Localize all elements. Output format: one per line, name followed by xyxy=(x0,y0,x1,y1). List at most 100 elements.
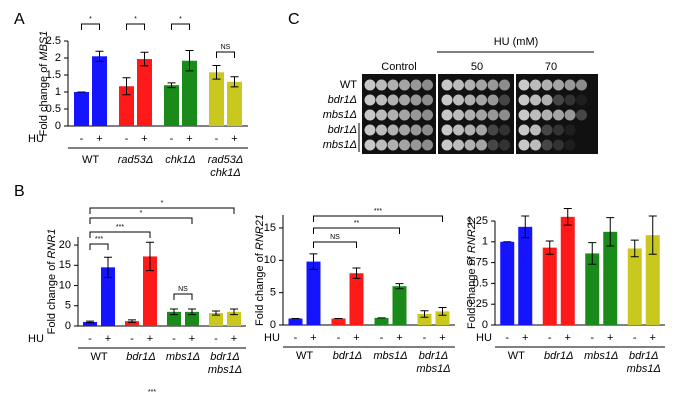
colony-spot xyxy=(553,94,564,106)
y-tick-label: 0.75 xyxy=(467,257,488,269)
colony-spot xyxy=(518,94,530,106)
annotation: NS xyxy=(178,286,188,293)
significance-bracket xyxy=(313,227,400,234)
group-label: mbs1Δ xyxy=(373,350,407,362)
colony-spot xyxy=(476,79,487,91)
colony-spot xyxy=(387,124,399,136)
strain-label: bdr1Δ xyxy=(328,124,357,136)
annotation: *** xyxy=(374,208,382,215)
y-tick-label: 1.5 xyxy=(46,69,61,81)
y-axis-label-part: Fold change of xyxy=(38,61,50,137)
x-tick-label: - xyxy=(548,332,552,344)
colony-spot xyxy=(564,109,576,121)
annotation: *** xyxy=(116,224,124,231)
strain-label: WT xyxy=(340,79,357,91)
bar xyxy=(288,318,303,325)
y-tick-label: 0 xyxy=(482,319,488,331)
bar xyxy=(119,86,134,126)
group-label: WT xyxy=(90,351,107,363)
colony-spot xyxy=(564,139,576,151)
strain-label: mbs1Δ xyxy=(323,109,357,121)
significance-bracket xyxy=(313,241,357,248)
group-label: mbs1Δ xyxy=(208,364,242,376)
y-tick-label: 1 xyxy=(55,86,61,98)
annotation: * xyxy=(140,210,143,217)
annotation: *** xyxy=(95,236,103,243)
colony-spot xyxy=(453,94,464,106)
colony-spot xyxy=(387,139,399,151)
x-tick-label: + xyxy=(231,333,237,345)
bar xyxy=(306,261,321,325)
y-tick-label: 1 xyxy=(482,236,488,248)
bar xyxy=(331,318,346,325)
bar xyxy=(374,317,389,325)
colony-spot xyxy=(453,139,464,151)
y-tick-label: 2 xyxy=(55,52,61,64)
y-tick-label: 0 xyxy=(55,120,61,132)
bar xyxy=(392,286,407,325)
colony-spot xyxy=(541,94,553,106)
colony-spot xyxy=(464,94,476,106)
bar xyxy=(143,256,157,326)
colony-spot xyxy=(364,139,376,151)
x-tick-label: - xyxy=(423,332,427,344)
x-tick-label: + xyxy=(650,332,656,344)
error-bar xyxy=(188,308,196,316)
group-label: bdr1Δ xyxy=(419,350,448,362)
colony-spot xyxy=(499,109,510,121)
bar xyxy=(74,92,89,126)
colony-spot xyxy=(464,139,476,151)
error-bar xyxy=(122,77,131,96)
colony-spot xyxy=(530,94,541,106)
colony-spot xyxy=(576,109,587,121)
colony-spot xyxy=(422,94,433,106)
x-tick-label: + xyxy=(96,133,102,145)
annotation: *** xyxy=(148,389,156,396)
x-tick-label: - xyxy=(590,332,594,344)
bar xyxy=(645,235,660,325)
x-tick-label: + xyxy=(522,332,528,344)
colony-spot xyxy=(376,94,387,106)
bar xyxy=(83,321,97,326)
colony-spot xyxy=(441,79,453,91)
colony-spot xyxy=(422,124,433,136)
y-axis-label-part: Fold change of xyxy=(466,253,478,329)
significance-bracket xyxy=(89,231,151,238)
error-bar xyxy=(420,310,429,318)
strain-label: bdr1Δ xyxy=(328,94,357,106)
panel-label: A xyxy=(14,11,25,28)
colony-spot xyxy=(553,139,564,151)
bar xyxy=(137,59,152,126)
error-bar xyxy=(395,283,404,290)
x-tick-label: - xyxy=(130,333,134,345)
error-bar xyxy=(230,308,238,316)
colony-spot xyxy=(364,94,376,106)
colony-spot xyxy=(376,109,387,121)
colony-spot xyxy=(387,94,399,106)
annotation: * xyxy=(89,16,92,23)
colony-spot xyxy=(487,94,499,106)
colony-spot xyxy=(399,79,410,91)
x-axis-label: HU xyxy=(476,332,492,344)
y-tick-label: 1.25 xyxy=(467,215,488,227)
x-tick-label: + xyxy=(565,332,571,344)
error-bar xyxy=(86,320,94,324)
y-tick-label: 0 xyxy=(270,319,276,331)
colony-spot xyxy=(553,109,564,121)
bar xyxy=(417,314,432,325)
colony-spot xyxy=(441,94,453,106)
colony-spot xyxy=(422,139,433,151)
y-axis-label-part: Fold change of xyxy=(254,250,266,326)
colony-spot xyxy=(518,79,530,91)
x-axis-label: HU xyxy=(28,133,44,145)
colony-spot xyxy=(364,109,376,121)
significance-bracket xyxy=(171,23,190,30)
strain-label: mbs1Δ xyxy=(323,139,357,151)
x-tick-label: - xyxy=(380,332,384,344)
bar xyxy=(542,247,557,325)
treatment-label: HU (mM) xyxy=(494,36,539,48)
colony-spot xyxy=(499,79,510,91)
error-bar xyxy=(588,242,597,265)
colony-spot xyxy=(441,109,453,121)
bar xyxy=(349,273,364,325)
